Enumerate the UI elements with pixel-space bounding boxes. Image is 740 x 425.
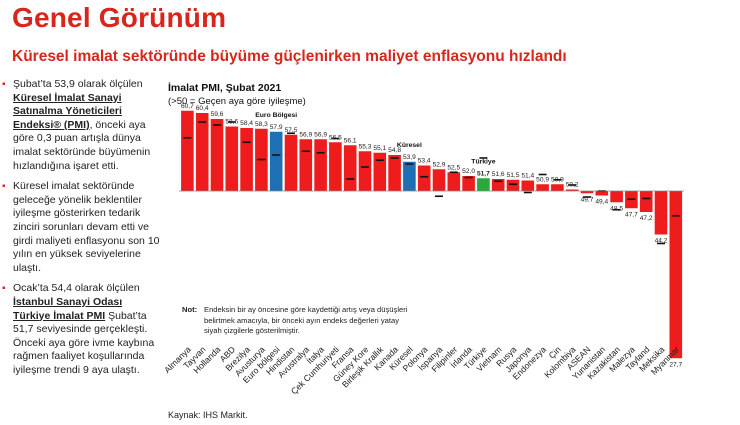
highlight-label-15: Küresel [397, 142, 422, 149]
highlight-label-20: Türkiye [471, 158, 495, 165]
bullet-text: Küresel İmalat Sanayi Satınalma Yönetici… [13, 91, 122, 131]
bar-0 [181, 110, 194, 191]
chart-note: Not: Endeksin bir ay öncesine göre kayde… [182, 305, 412, 337]
value-label-28: 49,4 [595, 199, 608, 206]
bar-11 [343, 145, 357, 191]
value-label-16: 53,4 [418, 158, 431, 165]
value-label-33: 27,7 [669, 361, 682, 368]
bars [181, 110, 683, 359]
value-label-6: 57,9 [270, 124, 283, 131]
bullet-item: ▪ Ocak’ta 54,4 olarak ölçülen İstanbul Sa… [0, 282, 162, 377]
value-label-13: 55,1 [373, 145, 386, 152]
bar-17 [432, 169, 446, 191]
bar-23 [521, 180, 535, 191]
value-label-22: 51,5 [507, 172, 520, 179]
bar-22 [506, 179, 520, 191]
highlight-label-6: Euro Bölgesi [255, 112, 297, 119]
bar-26 [565, 189, 579, 191]
bar-2 [210, 119, 224, 191]
value-label-21: 51,6 [492, 171, 505, 178]
value-label-30: 47,7 [625, 211, 638, 218]
bullet-text: İstanbul Sanayi Odası Türkiye İmalat PMI [13, 295, 123, 322]
bullet-text: Ocak’ta 54,4 olarak ölçülen [13, 282, 140, 295]
previous-markers [183, 121, 680, 245]
bar-31 [639, 191, 653, 212]
value-label-29: 48,5 [610, 205, 623, 212]
bullet-text: Şubat’ta 53,9 olarak ölçülen [13, 78, 143, 90]
bar-19 [462, 176, 475, 191]
value-label-10: 56,5 [329, 134, 342, 141]
value-label-23: 51,4 [521, 173, 534, 180]
value-labels: 60,7 60,459,658,6 58,4 58,3 Euro Bölgesi 57,9… [181, 103, 683, 369]
value-label-9: 56,9 [314, 131, 327, 138]
value-label-18: 52,5 [447, 164, 460, 171]
value-label-24: 50,9 [536, 176, 549, 183]
page-title: Genel Görünüm [12, 2, 227, 33]
value-label-14: 54,8 [388, 147, 401, 154]
bar-33 [669, 191, 683, 359]
bar-12 [358, 151, 372, 191]
bar-3 [225, 126, 239, 191]
value-label-12: 55,3 [359, 143, 372, 150]
bar-9 [314, 139, 327, 191]
bullet-item: ▪ Küresel imalat sektöründe geleceğe yöne… [0, 180, 162, 275]
bar-6 [269, 131, 283, 191]
value-label-5: 58,3 [255, 121, 268, 128]
category-labels: AlmanyaTayvanHollandaABDBrezilyaAvustury… [162, 344, 681, 396]
page-subtitle: Küresel imalat sektöründe büyüme güçleni… [12, 48, 567, 65]
bar-20 [477, 178, 490, 191]
bullet-text: Şubat’ta 51,7 seviyesinde gerçekleşti. Ö… [13, 309, 155, 376]
value-label-17: 52,9 [433, 161, 446, 168]
bar-10 [329, 142, 342, 191]
bar-28 [595, 191, 609, 196]
value-label-19: 52,0 [462, 168, 475, 175]
chart-subtitle: (>50 = Geçen aya göre iyileşme) [168, 96, 306, 107]
bar-32 [654, 191, 668, 235]
value-label-11: 56,1 [344, 137, 357, 144]
bar-27 [580, 191, 594, 194]
bar-8 [299, 139, 313, 191]
value-label-31: 47,2 [640, 215, 653, 222]
value-label-32: 44,2 [655, 238, 668, 245]
value-label-4: 58,4 [240, 120, 253, 127]
value-label-2: 59,6 [211, 111, 224, 118]
bar-24 [536, 184, 549, 191]
value-label-3: 58,6 [225, 119, 238, 126]
value-label-7: 57,5 [285, 127, 298, 134]
bar-1 [195, 113, 209, 191]
value-label-27: 49,7 [581, 196, 594, 203]
value-label-25: 50,9 [551, 176, 564, 183]
chart-title: İmalat PMI, Şubat 2021 [168, 82, 282, 94]
bullet-text: , önceki aya göre 0,3 puan artışla dünya… [13, 118, 151, 172]
bar-7 [284, 134, 298, 191]
bullet-marker-icon: ▪ [2, 283, 6, 295]
bar-29 [610, 191, 623, 203]
bar-4 [240, 128, 253, 191]
bullet-marker-icon: ▪ [2, 181, 6, 193]
bullet-item: ▪ Şubat’ta 53,9 olarak ölçülen Küresel İm… [0, 78, 162, 173]
note-text: Endeksin bir ay öncesine göre kaydettiği… [204, 305, 408, 335]
bar-13 [373, 152, 387, 191]
bar-25 [551, 184, 564, 191]
value-label-8: 56,9 [299, 131, 312, 138]
value-label-1: 60,4 [196, 105, 209, 112]
value-label-15: 53,9 [403, 154, 416, 161]
bullet-text: Küresel imalat sektöründe geleceğe yönel… [13, 180, 160, 274]
value-label-0: 60,7 [181, 103, 194, 110]
bar-15 [403, 161, 416, 191]
bullet-list: ▪ Şubat’ta 53,9 olarak ölçülen Küresel İm… [0, 78, 162, 384]
source-credit: Kaynak: IHS Markit. [168, 410, 248, 420]
value-label-20: 51,7 [477, 170, 490, 177]
note-label: Not: [182, 305, 198, 314]
bar-16 [417, 165, 431, 191]
bullet-marker-icon: ▪ [2, 79, 6, 90]
value-label-26: 50,2 [566, 182, 579, 189]
bar-18 [447, 172, 461, 191]
bar-14 [388, 155, 401, 191]
